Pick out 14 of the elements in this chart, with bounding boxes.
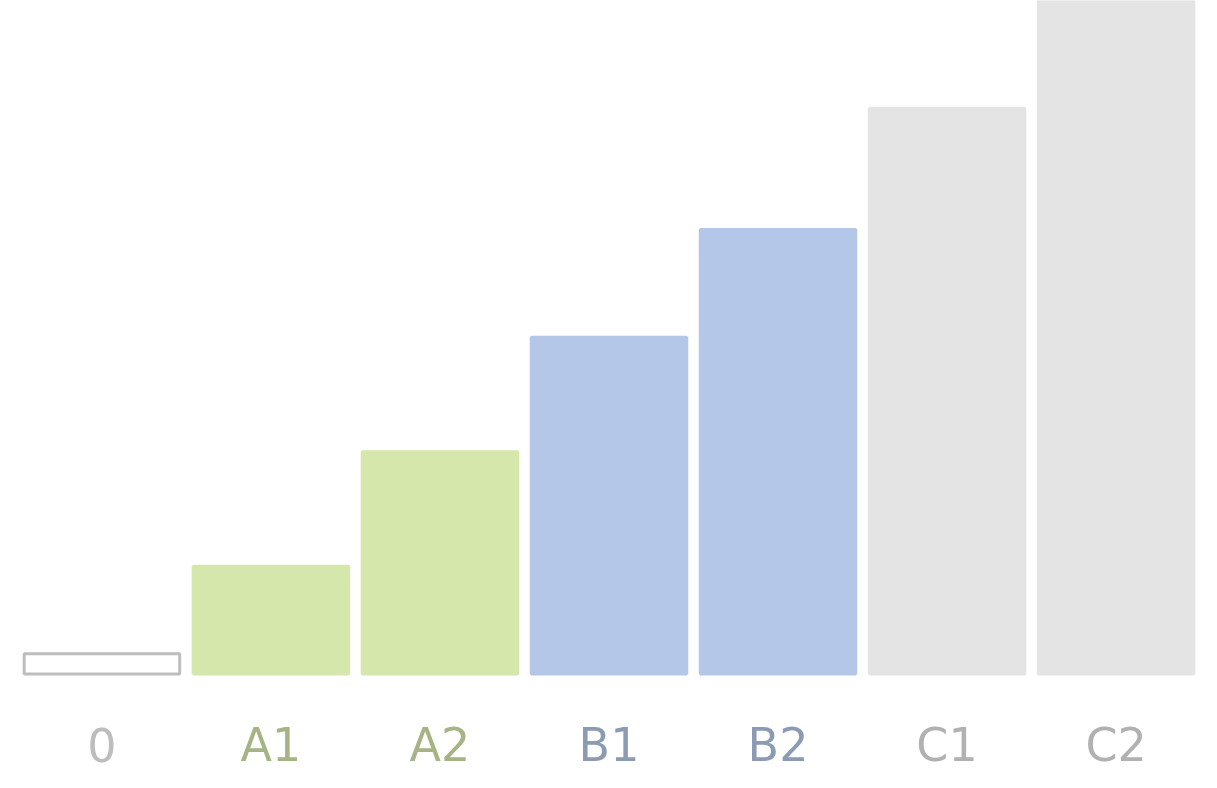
bar (22, 652, 182, 676)
bar (529, 335, 689, 676)
bar (360, 450, 520, 676)
x-tick-label: 0 (87, 718, 117, 773)
bar (867, 106, 1027, 676)
x-tick-label: B2 (747, 717, 809, 772)
x-tick-label: C1 (916, 717, 978, 772)
x-tick-label: C2 (1085, 717, 1147, 772)
x-tick-label: A2 (409, 717, 471, 772)
bar (698, 227, 858, 676)
x-tick-label: A1 (240, 717, 302, 772)
x-tick-label: B1 (578, 717, 640, 772)
bar (1036, 0, 1196, 676)
bar (191, 564, 351, 676)
